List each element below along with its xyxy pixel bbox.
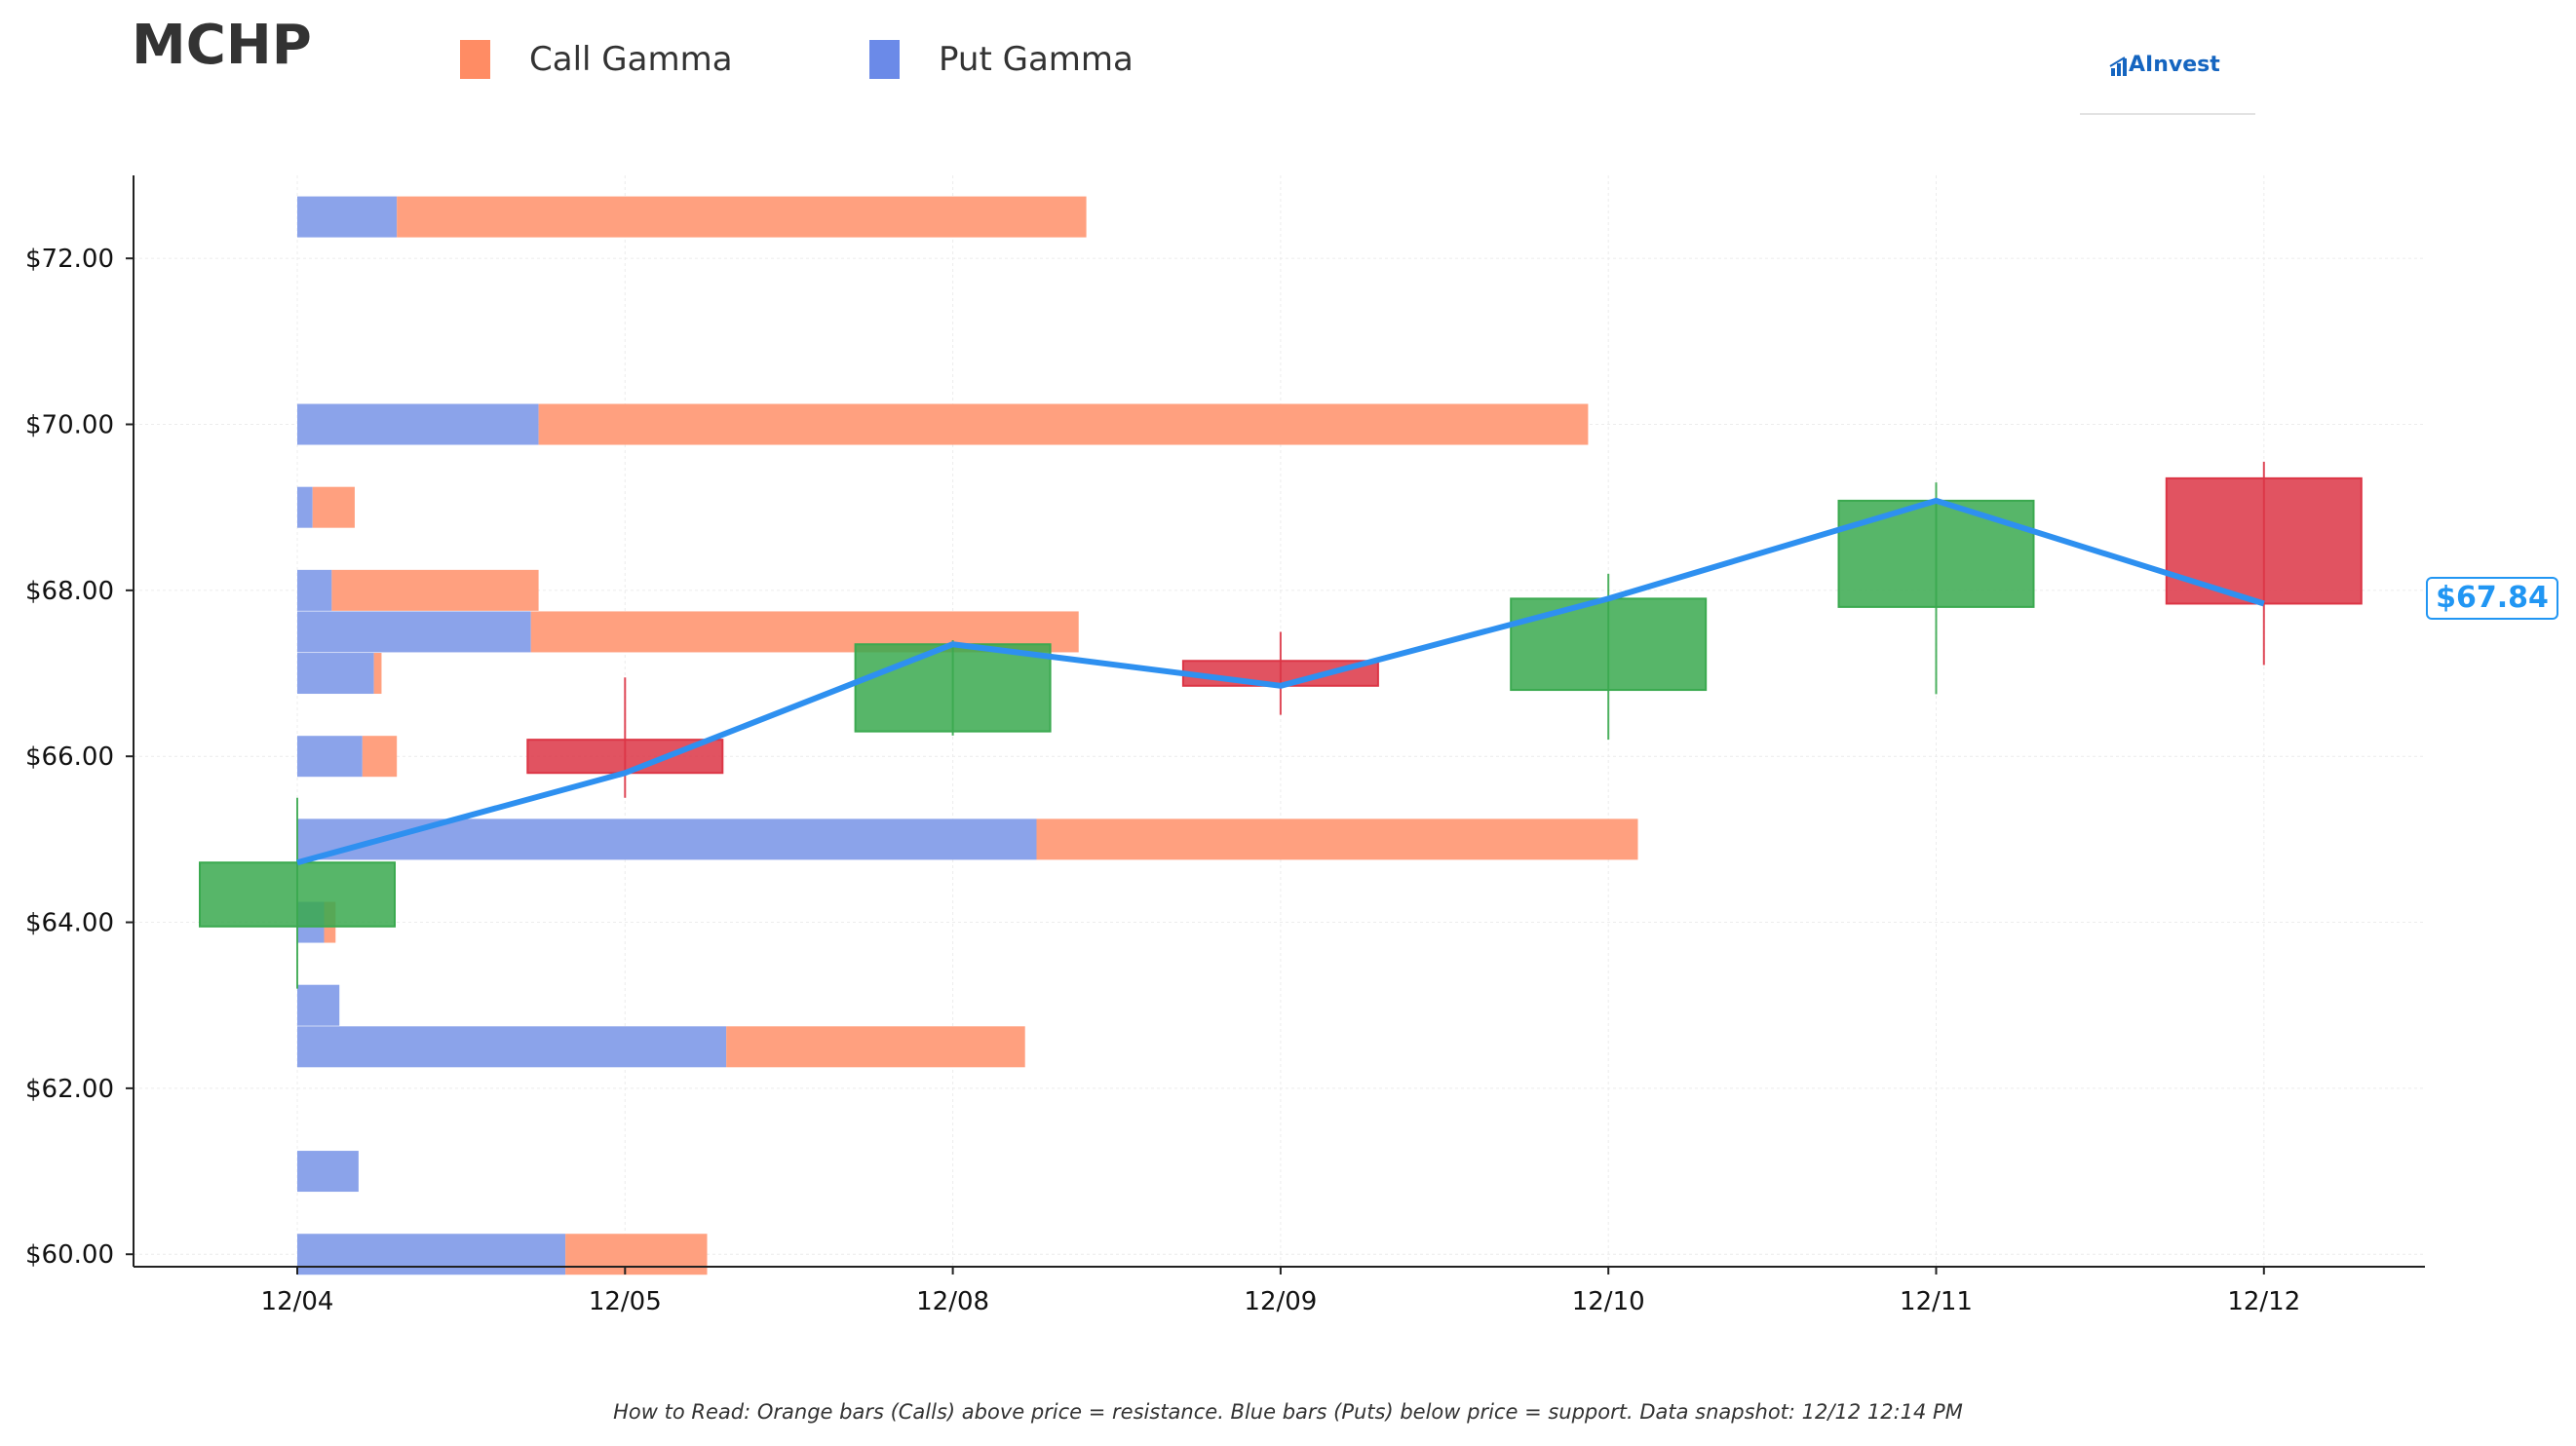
put-gamma-bar bbox=[297, 1151, 359, 1193]
put-gamma-bar bbox=[297, 486, 313, 528]
call-gamma-bar bbox=[565, 1234, 708, 1275]
y-tick-label: $64.00 bbox=[25, 909, 114, 938]
put-gamma-bar bbox=[297, 1234, 566, 1275]
put-gamma-bar bbox=[297, 818, 1037, 860]
put-gamma-bar bbox=[297, 569, 332, 611]
put-gamma-swatch bbox=[869, 40, 900, 79]
y-tick-label: $68.00 bbox=[25, 577, 114, 606]
y-tick-label: $60.00 bbox=[25, 1240, 114, 1270]
put-gamma-bar bbox=[297, 611, 531, 653]
legend-label-call: Call Gamma bbox=[529, 40, 733, 79]
y-tick-label: $66.00 bbox=[25, 742, 114, 772]
candle-body bbox=[1837, 499, 2035, 608]
put-gamma-bar bbox=[297, 403, 539, 445]
candle-body bbox=[854, 643, 1052, 733]
x-tick-label: 12/04 bbox=[261, 1287, 334, 1316]
y-tick-label: $70.00 bbox=[25, 411, 114, 440]
put-gamma-bar bbox=[297, 196, 398, 238]
x-tick-label: 12/09 bbox=[1244, 1287, 1317, 1316]
x-tick-label: 12/08 bbox=[916, 1287, 989, 1316]
call-gamma-bar bbox=[331, 569, 539, 611]
call-gamma-bar bbox=[373, 653, 382, 695]
ticker-title: MCHP bbox=[132, 14, 312, 77]
legend-label-put: Put Gamma bbox=[939, 40, 1134, 79]
legend-put-gamma: Put Gamma bbox=[869, 35, 1134, 84]
y-tick-label: $72.00 bbox=[25, 245, 114, 274]
candle-body bbox=[199, 861, 396, 928]
call-gamma-bar bbox=[362, 736, 398, 778]
how-to-read-note: How to Read: Orange bars (Calls) above p… bbox=[613, 1400, 1963, 1424]
last-price-label: $67.84 bbox=[2426, 577, 2558, 620]
y-tick-label: $62.00 bbox=[25, 1075, 114, 1104]
call-gamma-bar bbox=[397, 196, 1087, 238]
logo-text: AInvest bbox=[2129, 53, 2220, 77]
put-gamma-bar bbox=[297, 1026, 727, 1068]
chart-logo-icon bbox=[2109, 57, 2127, 76]
ainvest-logo[interactable]: AInvest bbox=[2080, 39, 2255, 115]
x-tick-label: 12/05 bbox=[589, 1287, 662, 1316]
put-gamma-bar bbox=[297, 653, 374, 695]
x-tick-label: 12/10 bbox=[1572, 1287, 1645, 1316]
put-gamma-bar bbox=[297, 736, 363, 778]
x-tick-label: 12/11 bbox=[1900, 1287, 1973, 1316]
call-gamma-bar bbox=[1036, 818, 1638, 860]
put-gamma-bar bbox=[297, 984, 340, 1026]
x-tick-label: 12/12 bbox=[2227, 1287, 2300, 1316]
call-gamma-bar bbox=[312, 486, 355, 528]
legend-call-gamma: Call Gamma bbox=[460, 35, 733, 84]
call-gamma-swatch bbox=[460, 40, 490, 79]
call-gamma-bar bbox=[538, 403, 1589, 445]
close-price-line bbox=[296, 497, 2265, 866]
candle-body bbox=[1510, 597, 1708, 692]
call-gamma-bar bbox=[726, 1026, 1025, 1068]
